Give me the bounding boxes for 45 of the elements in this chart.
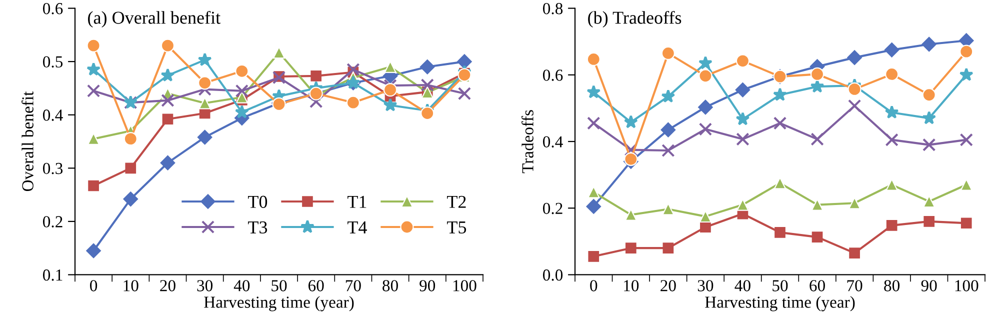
x-tick-label: 30 [698, 280, 714, 292]
chart-title: (a) Overall benefit [88, 10, 220, 28]
chart-title: (b) Tradeoffs [588, 10, 682, 28]
y-tick-label: 0.6 [542, 70, 563, 81]
y-tick-label: 0.6 [42, 2, 63, 14]
y-axis-title: Tradeoffs [522, 110, 534, 174]
x-tick-label: 80 [884, 280, 900, 292]
legend-label: T1 [348, 196, 366, 208]
x-tick-label: 60 [308, 280, 324, 292]
x-tick-label: 100 [955, 280, 978, 292]
y-tick-label: 0.2 [542, 202, 562, 214]
x-tick-label: 70 [346, 280, 361, 292]
x-tick-label: 10 [624, 280, 639, 292]
y-tick-label: 0.5 [42, 56, 63, 68]
x-tick-label: 50 [772, 280, 788, 292]
legend-label: T3 [248, 221, 268, 234]
x-axis-title: Harvesting time (year) [705, 296, 855, 312]
x-tick-label: 20 [160, 280, 176, 292]
x-tick-label: 30 [197, 280, 213, 292]
legend-label: T5 [447, 221, 466, 234]
x-tick-label: 70 [847, 280, 862, 292]
x-tick-label: 0 [90, 280, 98, 292]
legend-label: T4 [348, 221, 367, 234]
y-tick-label: 0.4 [42, 110, 63, 121]
x-tick-label: 100 [453, 280, 476, 292]
x-tick-label: 80 [382, 280, 398, 292]
y-tick-label: 0.2 [42, 216, 62, 228]
y-tick-label: 0.8 [542, 2, 563, 14]
x-tick-label: 20 [660, 280, 676, 292]
y-tick-label: 0.0 [542, 269, 563, 281]
y-tick-label: 0.1 [42, 269, 62, 281]
x-tick-label: 40 [234, 280, 250, 292]
y-axis-title: Overall benefit [22, 91, 34, 192]
x-tick-label: 90 [420, 280, 436, 292]
y-tick-label: 0.3 [42, 162, 63, 174]
x-tick-label: 0 [590, 280, 598, 292]
legend-label: T2 [447, 196, 466, 208]
x-tick-label: 40 [734, 280, 750, 292]
x-tick-label: 50 [272, 280, 287, 292]
x-tick-label: 60 [810, 280, 825, 292]
x-axis-title: Harvesting time (year) [204, 296, 354, 312]
x-tick-label: 10 [124, 280, 138, 292]
y-tick-label: 0.4 [542, 136, 563, 148]
x-tick-label: 90 [921, 280, 937, 292]
legend-label: T0 [248, 196, 268, 208]
